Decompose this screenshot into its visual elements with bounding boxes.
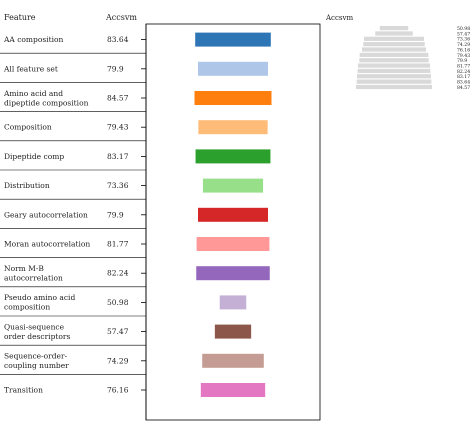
bar — [214, 324, 252, 339]
inset-bar — [359, 52, 429, 57]
feature-label: coupling number — [4, 361, 69, 370]
feature-label: All feature set — [3, 64, 58, 73]
inset-value-label: 74.29 — [457, 42, 470, 48]
inset-bar — [363, 36, 425, 41]
inset-bar — [357, 68, 431, 74]
inset-value-label: 81.77 — [457, 63, 470, 69]
inset-bar — [356, 74, 432, 79]
feature-label: Sequence-order- — [4, 352, 68, 361]
bar — [196, 237, 270, 251]
inset-value-label: 79.43 — [457, 53, 470, 59]
bar — [219, 295, 247, 310]
bar — [198, 61, 268, 76]
value-label: 81.77 — [107, 240, 129, 249]
value-label: 82.24 — [107, 269, 129, 278]
bar — [195, 149, 271, 164]
feature-label: order descriptors — [4, 332, 70, 341]
value-label: 79.9 — [107, 64, 124, 73]
feature-label: Moran autocorrelation — [4, 240, 90, 249]
feature-label: autocorrelation — [4, 273, 63, 282]
bar — [198, 207, 268, 222]
feature-label: Dipeptide comp — [4, 152, 64, 161]
bar — [195, 32, 271, 47]
inset-bar — [356, 79, 432, 84]
value-label: 50.98 — [107, 298, 129, 307]
feature-header: Feature — [4, 13, 36, 22]
inset-bar — [379, 26, 409, 31]
feature-label: AA composition — [3, 35, 64, 44]
inset-value-label: 83.17 — [457, 74, 470, 80]
feature-label: Distribution — [4, 181, 50, 190]
value-label: 79.43 — [107, 123, 129, 132]
plot-frame — [145, 23, 321, 421]
feature-label: Norm M-B — [4, 264, 44, 273]
value-label: 84.57 — [107, 94, 129, 103]
feature-label: Geary autocorrelation — [4, 210, 88, 219]
inset-value-label: 84.57 — [457, 85, 470, 91]
inset-value-label: 83.64 — [457, 80, 470, 86]
value-label: 83.64 — [107, 35, 129, 44]
inset-title: Accsvm — [325, 14, 353, 22]
inset-value-label: 82.24 — [457, 69, 470, 75]
bar — [194, 91, 272, 105]
value-label: 79.9 — [107, 210, 124, 219]
inset-value-label: 50.98 — [457, 26, 470, 32]
feature-label: Quasi-sequence — [4, 322, 65, 331]
accsvm-header: Accsvm — [105, 13, 137, 22]
value-label: 57.47 — [107, 327, 129, 336]
bar — [200, 383, 266, 397]
feature-label: composition — [4, 303, 50, 312]
bar — [202, 353, 264, 368]
inset-value-label: 76.16 — [457, 47, 470, 53]
feature-label: Composition — [4, 123, 52, 132]
feature-label: Pseudo amino acid — [4, 293, 75, 302]
inset-value-label: 79.9 — [457, 58, 467, 64]
value-label: 73.36 — [107, 181, 129, 190]
value-label: 83.17 — [107, 152, 129, 161]
bar — [202, 178, 264, 193]
bar — [196, 266, 270, 281]
inset-bar — [357, 63, 431, 68]
inset-bar — [375, 31, 413, 36]
feature-label: dipeptide composition — [4, 98, 89, 107]
value-label: 74.29 — [107, 356, 129, 365]
inset-bar — [363, 42, 425, 47]
value-label: 76.16 — [107, 386, 129, 395]
feature-label: Amino acid and — [3, 89, 63, 98]
inset-value-label: 73.36 — [457, 37, 470, 43]
inset-bar — [361, 47, 427, 52]
inset-value-label: 57.47 — [457, 31, 470, 37]
bar — [198, 120, 268, 135]
inset-bar — [359, 58, 429, 63]
inset-bar — [356, 84, 432, 90]
feature-label: Transition — [4, 386, 43, 395]
